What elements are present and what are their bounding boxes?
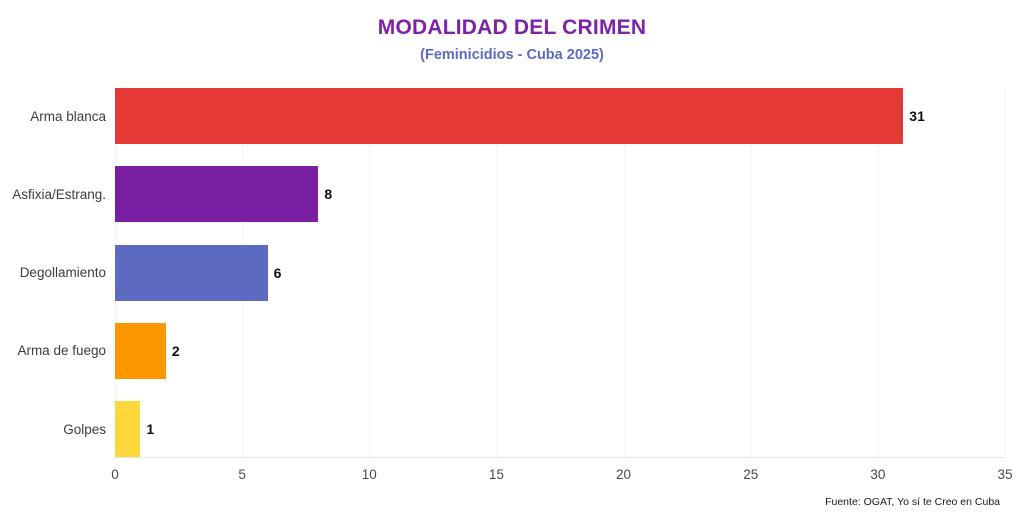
gridline — [623, 88, 625, 457]
bar-rows: Arma blanca 31 Asfixia/Estrang. 8 Degollamie… — [12, 88, 1005, 457]
value-label: 2 — [171, 342, 180, 359]
category-label: Arma de fuego — [17, 343, 106, 359]
value-label: 8 — [324, 186, 333, 203]
value-label: 1 — [146, 421, 155, 437]
chart-subtitle: (Feminicidios - Cuba 2025) — [420, 47, 604, 63]
gridline — [1005, 88, 1006, 457]
bar-row: Golpes 1 — [63, 401, 1005, 457]
category-label: Degollamiento — [19, 265, 106, 280]
value-label: 31 — [909, 108, 925, 124]
gridline — [877, 88, 879, 457]
value-label: 6 — [273, 264, 282, 281]
source-note: Fuente: OGAT, Yo sí te Creo en Cuba — [825, 496, 1000, 508]
category-label: Asfixia/Estrang. — [12, 186, 106, 202]
chart-title: MODALIDAD DEL CRIMEN — [377, 16, 647, 39]
bar-row: Degollamiento 6 — [20, 244, 1005, 301]
bar — [115, 322, 166, 379]
x-tick-label: 30 — [870, 467, 886, 482]
plot-area: Arma blanca 31 Asfixia/Estrang. 8 Degollamie… — [12, 88, 1013, 482]
bar-row: Arma blanca 31 — [30, 88, 1005, 144]
x-tick-label: 15 — [488, 467, 504, 482]
x-tick-label: 10 — [361, 467, 377, 482]
bar — [115, 244, 268, 301]
bar — [115, 401, 141, 457]
gridline — [750, 88, 752, 457]
x-axis: 0 5 10 15 20 25 30 35 — [111, 457, 1012, 491]
bar-row: Asfixia/Estrang. 8 — [12, 166, 1005, 223]
x-tick-label: 20 — [616, 467, 632, 482]
category-label: Golpes — [63, 421, 106, 437]
x-tick-label: 0 — [111, 467, 119, 482]
x-tick-label: 5 — [238, 467, 246, 482]
gridline — [496, 88, 498, 457]
bar-row: Arma de fuego 2 — [17, 322, 1005, 379]
x-tick-label: 25 — [743, 467, 759, 482]
x-tick-label: 35 — [997, 467, 1013, 482]
bar — [115, 166, 319, 223]
bar — [115, 88, 904, 144]
gridline — [369, 88, 371, 457]
category-label: Arma blanca — [30, 108, 106, 124]
